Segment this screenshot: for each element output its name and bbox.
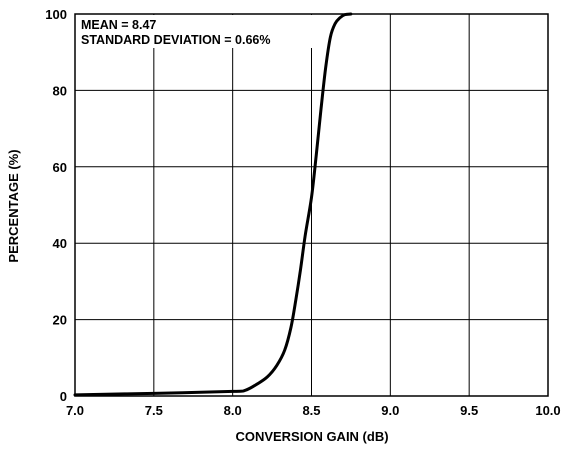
y-tick-label: 80	[53, 83, 67, 98]
y-tick-label: 0	[60, 389, 67, 404]
data-series	[73, 12, 353, 397]
y-tick-label: 40	[53, 236, 67, 251]
y-tick-label: 60	[53, 160, 67, 175]
x-tick-label: 9.5	[460, 403, 478, 418]
annotation-backdrop	[76, 15, 318, 48]
y-tick-labels: 0 20 40 60 80 100	[45, 7, 67, 404]
std-dev-annotation: STANDARD DEVIATION = 0.66%	[81, 33, 271, 47]
x-tick-labels: 7.0 7.5 8.0 8.5 9.0 9.5 10.0	[66, 403, 561, 418]
grid	[75, 14, 548, 396]
x-tick-label: 7.0	[66, 403, 84, 418]
x-tick-label: 9.0	[381, 403, 399, 418]
y-tick-label: 20	[53, 313, 67, 328]
x-axis-title: CONVERSION GAIN (dB)	[235, 429, 388, 444]
plot-frame	[74, 13, 549, 397]
y-axis-title: PERCENTAGE (%)	[6, 149, 21, 262]
x-tick-label: 10.0	[535, 403, 560, 418]
x-tick-label: 8.5	[302, 403, 320, 418]
cdf-curve	[73, 12, 353, 397]
x-tick-label: 7.5	[145, 403, 163, 418]
annotations: MEAN = 8.47 STANDARD DEVIATION = 0.66%	[81, 18, 271, 47]
y-tick-label: 100	[45, 7, 67, 22]
x-tick-label: 8.0	[224, 403, 242, 418]
mean-annotation: MEAN = 8.47	[81, 18, 156, 32]
